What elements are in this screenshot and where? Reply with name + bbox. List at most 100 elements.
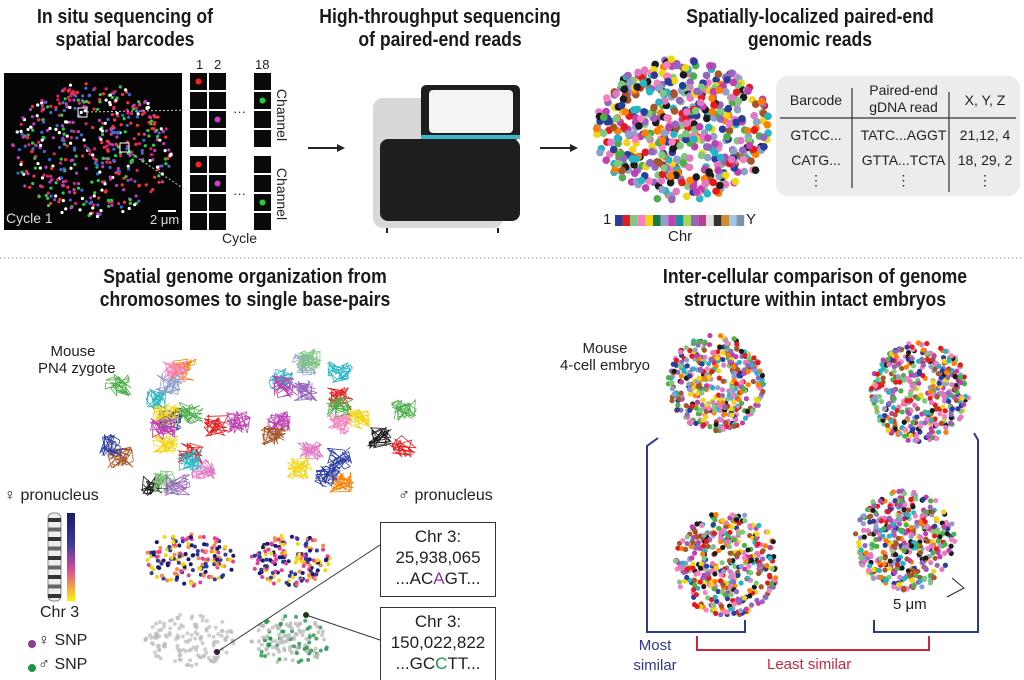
- dot: [115, 135, 119, 139]
- dot: [890, 489, 896, 495]
- dot: [730, 363, 737, 370]
- dot: [299, 559, 304, 564]
- dot: [180, 562, 185, 567]
- dot: [739, 155, 748, 164]
- dot: [152, 122, 156, 126]
- dot: [695, 383, 701, 390]
- dot: [157, 131, 161, 135]
- dot: [721, 404, 728, 410]
- chromosome-territory: [268, 367, 294, 391]
- dot: [602, 107, 610, 116]
- dot: [42, 149, 46, 154]
- channel-tile: [209, 213, 226, 230]
- dot: [198, 535, 203, 540]
- dot: [223, 636, 228, 641]
- dot: [691, 587, 697, 593]
- dot: [696, 98, 705, 107]
- dot: [660, 129, 669, 137]
- panel4-title-line2: chromosomes to single base-pairs: [99, 289, 391, 311]
- dot: [120, 183, 124, 187]
- dot: [650, 103, 658, 112]
- table-cell: ⋮: [978, 172, 992, 188]
- dot: [186, 663, 191, 668]
- dot: [727, 550, 733, 556]
- dot: [732, 118, 740, 127]
- dot: [59, 176, 63, 180]
- dot: [720, 582, 726, 588]
- dot: [956, 416, 962, 422]
- dot: [87, 213, 91, 218]
- chr-color-swatch: [668, 215, 676, 226]
- dot: [249, 554, 254, 559]
- dot: [93, 86, 97, 91]
- dot: [91, 153, 95, 157]
- dot: [923, 531, 929, 537]
- dot: [161, 644, 166, 649]
- dot: [61, 191, 65, 195]
- dot: [658, 151, 666, 159]
- dot: [75, 136, 79, 140]
- dot: [23, 144, 27, 148]
- female-pronucleus-structure: [99, 358, 251, 497]
- dot: [164, 127, 168, 131]
- dot: [713, 511, 719, 518]
- dot: [733, 105, 742, 114]
- chromosome-territory: [326, 446, 352, 470]
- dot: [703, 383, 710, 389]
- dot: [74, 94, 78, 98]
- dot: [924, 410, 930, 416]
- dot: [101, 165, 105, 169]
- dot: [734, 346, 740, 352]
- dot: [937, 543, 943, 549]
- dot: [941, 524, 947, 530]
- dot: [727, 583, 733, 590]
- dot: [59, 168, 63, 172]
- dot: [749, 362, 755, 368]
- ideogram-band: [48, 584, 61, 589]
- dot: [908, 432, 914, 438]
- dot: [742, 352, 748, 359]
- dot: [92, 156, 96, 161]
- dot: [943, 369, 950, 376]
- dot: [718, 603, 725, 609]
- dot: [676, 396, 682, 402]
- dot: [891, 368, 897, 375]
- dot: [112, 130, 116, 134]
- dot: [748, 557, 755, 563]
- channel-tile: [190, 194, 207, 211]
- dot: [146, 562, 151, 567]
- dot: [223, 552, 228, 557]
- dot: [71, 120, 75, 124]
- dot: [895, 582, 902, 588]
- dot: [726, 543, 732, 550]
- dot: [79, 133, 84, 137]
- dot: [160, 164, 164, 168]
- dot: [946, 547, 952, 554]
- channel-tile: [254, 156, 271, 173]
- dot: [295, 541, 300, 546]
- dot: [272, 536, 277, 541]
- dot: [20, 170, 24, 174]
- dot: [128, 201, 132, 206]
- panel5-title-line2: structure within intact embryos: [683, 289, 947, 311]
- dot: [640, 108, 648, 116]
- dot: [959, 395, 965, 401]
- dot: [899, 365, 905, 372]
- dot: [683, 182, 692, 191]
- dot: [914, 414, 920, 420]
- dot: [751, 584, 757, 590]
- dot: [110, 91, 115, 95]
- dot: [748, 570, 754, 576]
- dot: [54, 105, 58, 110]
- dot: [268, 575, 273, 580]
- dot: [159, 573, 164, 578]
- dot: [666, 178, 675, 187]
- dot: [742, 415, 749, 421]
- dot: [294, 614, 299, 619]
- dot: [303, 543, 308, 548]
- dot: [55, 124, 59, 128]
- dot: [753, 118, 761, 126]
- dot: [725, 352, 731, 358]
- dot: [873, 404, 880, 411]
- channel-tile: [254, 111, 271, 128]
